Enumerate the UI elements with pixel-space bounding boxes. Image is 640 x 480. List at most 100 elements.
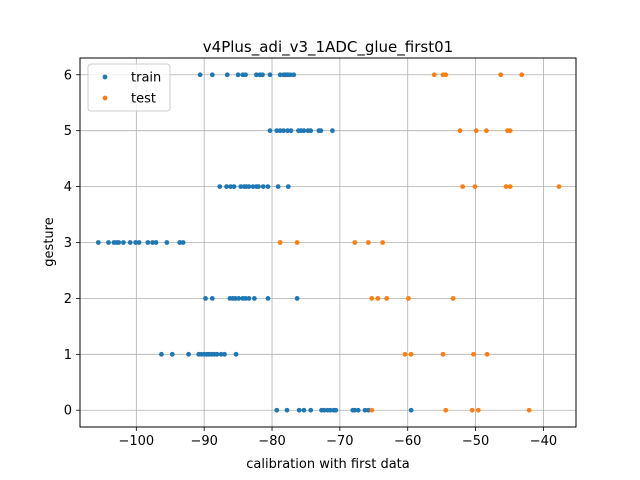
test-point <box>443 407 449 413</box>
train-point <box>274 128 280 134</box>
train-point <box>301 407 307 413</box>
test-point <box>450 296 456 301</box>
x-tick-label: −60 <box>394 434 421 449</box>
y-tick-label: 0 <box>64 404 72 419</box>
train-point <box>285 184 291 189</box>
test-point <box>475 407 481 413</box>
train-point <box>267 128 273 134</box>
train-point <box>243 296 248 301</box>
train-point <box>277 72 283 78</box>
y-tick-label: 2 <box>64 292 72 307</box>
train-point <box>164 240 170 245</box>
train-point <box>209 72 215 78</box>
train-point <box>180 240 186 245</box>
x-tick-label: −80 <box>258 434 285 449</box>
train-point <box>209 296 215 301</box>
train-point <box>106 240 111 245</box>
train-point <box>224 184 229 189</box>
test-point <box>408 351 414 357</box>
train-point <box>238 184 244 189</box>
train-point <box>150 240 156 245</box>
y-axis-label: gesture <box>42 217 57 266</box>
train-point <box>186 351 191 357</box>
train-point <box>159 351 164 357</box>
x-axis-label: calibration with first data <box>246 457 409 472</box>
test-point <box>472 184 478 189</box>
train-point <box>321 407 327 413</box>
test-point <box>498 72 504 78</box>
test-point <box>471 351 476 357</box>
train-point <box>232 296 238 301</box>
train-point <box>169 351 175 357</box>
train-point <box>214 351 220 357</box>
test-point <box>375 296 381 301</box>
test-point <box>484 128 489 134</box>
test-point <box>380 240 386 245</box>
legend-label-train: train <box>131 71 161 86</box>
train-point <box>296 407 302 413</box>
legend-box <box>87 63 171 112</box>
train-point <box>250 184 256 189</box>
train-point <box>145 240 151 245</box>
train-point <box>197 72 203 78</box>
test-point <box>484 351 490 357</box>
legend-label-test: test <box>131 92 156 107</box>
y-tick-label: 3 <box>64 236 72 251</box>
train-point <box>333 407 339 413</box>
x-tick-label: −100 <box>118 434 154 449</box>
train-point <box>217 184 223 189</box>
x-tick-label: −50 <box>462 434 489 449</box>
test-point <box>526 407 532 413</box>
train-point <box>308 407 314 413</box>
train-point <box>235 72 241 78</box>
train-point <box>301 128 307 134</box>
train-point <box>265 296 271 301</box>
train-point <box>267 72 273 78</box>
train-point <box>260 72 265 78</box>
train-point <box>177 240 183 245</box>
train-point <box>330 128 335 134</box>
test-point <box>503 184 509 189</box>
test-point <box>369 407 375 413</box>
train-point <box>251 296 257 301</box>
train-point <box>203 296 208 301</box>
train-point <box>231 184 237 189</box>
train-point <box>222 351 227 357</box>
test-point <box>460 184 466 189</box>
train-point <box>224 72 230 78</box>
test-point <box>507 184 513 189</box>
test-point <box>406 296 411 301</box>
legend: train test <box>87 63 171 112</box>
test-point <box>384 296 390 301</box>
train-point <box>294 296 300 301</box>
train-point <box>121 240 126 245</box>
test-point <box>440 351 446 357</box>
train-point <box>236 296 242 301</box>
y-tick-label: 1 <box>64 348 72 363</box>
train-point <box>233 351 239 357</box>
train-point <box>243 72 248 78</box>
train-point <box>265 184 271 189</box>
test-point <box>402 351 408 357</box>
test-point <box>431 72 437 78</box>
train-point <box>246 296 252 301</box>
train-point <box>116 240 122 245</box>
train-point <box>288 128 294 134</box>
test-point <box>369 296 375 301</box>
train-point <box>284 407 290 413</box>
train-point <box>277 128 283 134</box>
x-tick-label: −40 <box>530 434 557 449</box>
test-point <box>365 240 371 245</box>
train-point <box>153 240 159 245</box>
train-point <box>327 407 333 413</box>
y-tick-label: 5 <box>64 124 72 139</box>
train-point <box>308 128 314 134</box>
y-axis-ticks: 0 1 2 3 4 5 6 <box>64 68 80 419</box>
train-point <box>136 240 142 245</box>
test-point <box>469 407 475 413</box>
train-point <box>274 407 280 413</box>
legend-marker-train <box>102 74 108 80</box>
data-points <box>95 72 562 413</box>
train-point <box>355 407 361 413</box>
